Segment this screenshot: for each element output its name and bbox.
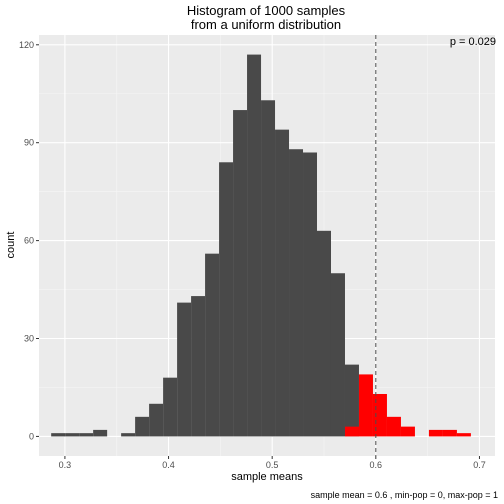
histogram-bar xyxy=(121,433,136,437)
chart-title-line2: from a uniform distribution xyxy=(191,17,341,32)
y-axis-label: count xyxy=(5,232,17,259)
histogram-bar xyxy=(261,100,276,437)
histogram-bar xyxy=(442,429,457,437)
histogram-bar xyxy=(93,429,108,437)
histogram-bar xyxy=(149,403,164,437)
x-tick-label: 0.3 xyxy=(59,460,72,470)
x-axis-label: sample means xyxy=(231,471,303,483)
y-tick-label: 60 xyxy=(24,236,34,246)
y-tick-label: 90 xyxy=(24,138,34,148)
p-value-annotation: p = 0.029 xyxy=(450,36,496,48)
histogram-bar xyxy=(456,433,471,437)
y-axis-ticks: 0 30 60 90 120 xyxy=(19,40,39,441)
histogram-bar xyxy=(79,433,94,437)
histogram-bar xyxy=(219,162,234,437)
histogram-bar xyxy=(51,433,66,437)
y-tick-label: 120 xyxy=(19,40,34,50)
histogram-bars xyxy=(51,54,471,437)
histogram-bar xyxy=(303,152,318,437)
x-tick-label: 0.4 xyxy=(162,460,175,470)
x-tick-label: 0.5 xyxy=(266,460,279,470)
histogram-bar xyxy=(163,377,178,437)
x-axis-ticks: 0.3 0.4 0.5 0.6 0.7 xyxy=(59,456,486,470)
histogram-bar xyxy=(65,433,80,437)
histogram-bar xyxy=(386,416,401,437)
histogram-bar xyxy=(400,426,415,437)
histogram-bar xyxy=(330,273,345,437)
histogram-bar xyxy=(344,364,359,437)
histogram-bar xyxy=(191,296,206,437)
x-tick-label: 0.6 xyxy=(370,460,383,470)
histogram-bar xyxy=(205,253,220,437)
histogram-bar xyxy=(428,429,443,437)
histogram-bar xyxy=(317,230,331,437)
histogram-bar xyxy=(358,374,373,437)
histogram-bar xyxy=(289,149,304,437)
y-tick-label: 30 xyxy=(24,334,34,344)
histogram-bar xyxy=(372,393,387,437)
histogram-bar xyxy=(177,302,192,437)
y-tick-label: 0 xyxy=(29,431,34,441)
chart-caption: sample mean = 0.6 , min-pop = 0, max-pop… xyxy=(311,490,498,500)
chart-title-line1: Histogram of 1000 samples xyxy=(187,3,346,18)
histogram-bar xyxy=(247,54,262,437)
histogram-bar xyxy=(275,129,290,437)
histogram-bar xyxy=(135,416,150,437)
x-tick-label: 0.7 xyxy=(473,460,486,470)
histogram-bar xyxy=(233,110,248,437)
histogram-bar xyxy=(344,426,359,437)
